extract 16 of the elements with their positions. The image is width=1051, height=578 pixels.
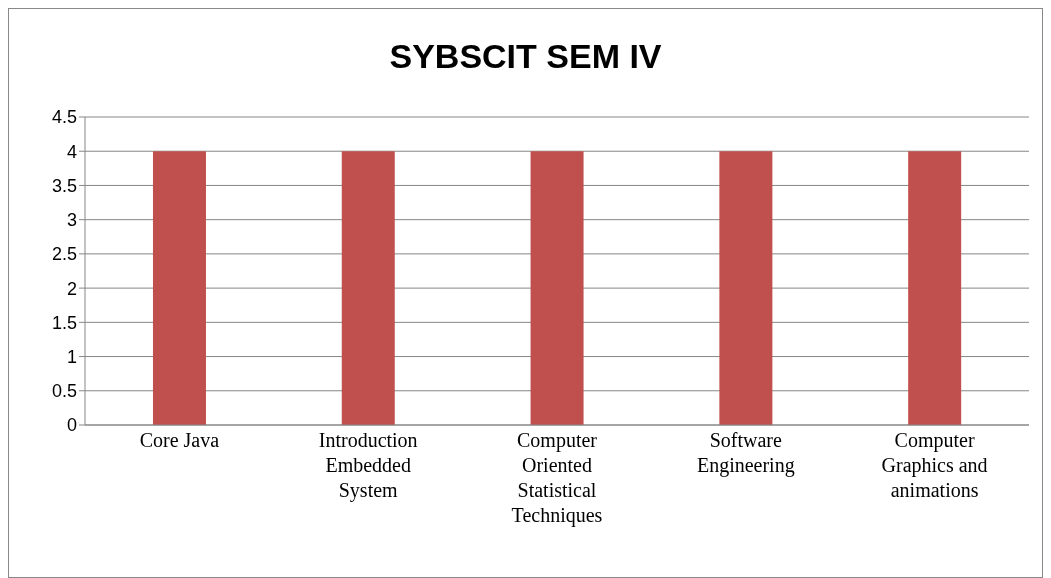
y-tick-label: 2 [66, 278, 77, 299]
y-tick-label: 2.5 [51, 244, 77, 265]
x-tick-label: Computer Oriented Statistical Techniques [511, 429, 603, 527]
x-tick-label: Computer Graphics and animations [881, 429, 988, 501]
y-tick-label: 4 [66, 141, 77, 162]
x-tick-label: Core Java [139, 429, 220, 451]
y-tick-label: 0.5 [51, 381, 77, 402]
y-tick-label: 4.5 [51, 107, 77, 128]
y-tick-label: 1.5 [51, 312, 77, 333]
x-tick-label: Software Engineering [696, 429, 795, 477]
y-tick-label: 3.5 [51, 175, 77, 196]
y-tick-label: 1 [66, 346, 77, 367]
y-tick-label: 3 [66, 210, 77, 231]
chart-title: SYBSCIT SEM IV [388, 37, 663, 76]
y-tick-label: 0 [66, 415, 77, 436]
x-tick-label: Introduction Embedded System [318, 429, 418, 502]
